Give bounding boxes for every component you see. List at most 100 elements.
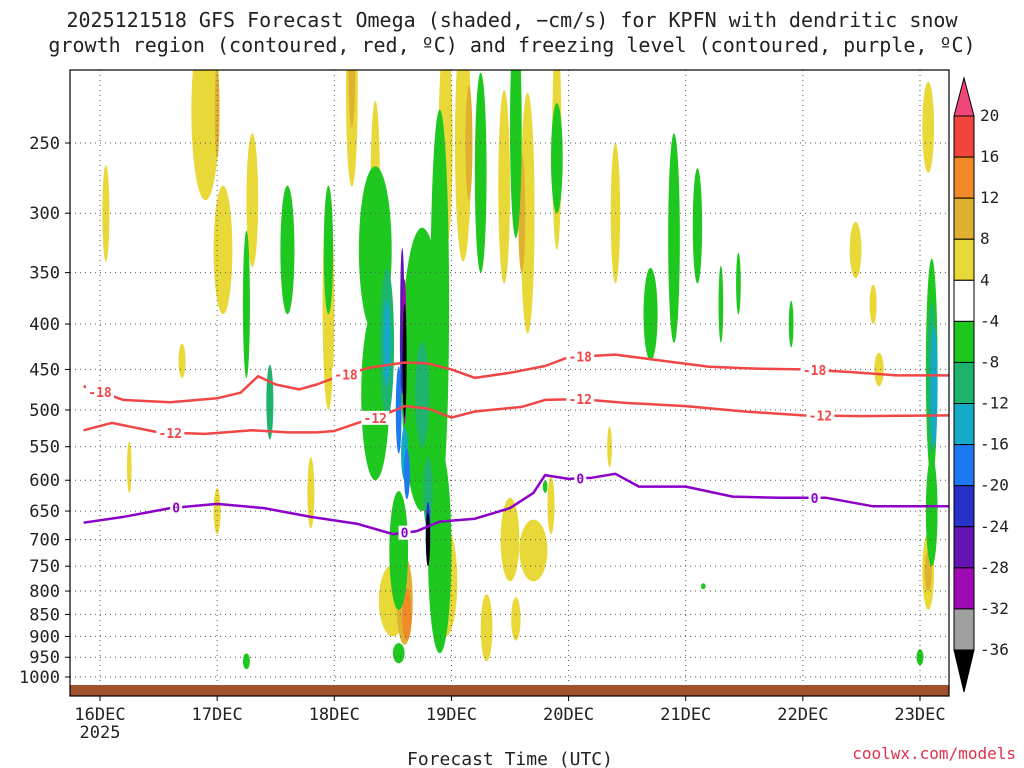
contour-label-bg — [808, 490, 821, 505]
colorbar-swatch — [953, 608, 975, 651]
omega-cell — [607, 426, 612, 468]
colorbar-swatch — [953, 238, 975, 281]
omega-cell — [480, 594, 493, 662]
y-tick-label: 700 — [29, 531, 60, 551]
colorbar-label: -4 — [980, 311, 999, 330]
omega-cell — [736, 252, 741, 315]
contour-label: 0 — [811, 492, 819, 507]
omega-cell — [718, 265, 724, 343]
omega-cell — [392, 643, 405, 664]
contour-label-bg — [332, 367, 360, 382]
contour-label-bg — [86, 384, 114, 399]
omega-cell — [922, 81, 935, 173]
y-tick-label: 900 — [29, 627, 60, 647]
omega-cell — [415, 341, 430, 447]
y-tick-label: 800 — [29, 582, 60, 602]
colorbar-label: 16 — [980, 147, 999, 166]
colorbar-swatch — [953, 320, 975, 363]
contour-label: 0 — [172, 502, 180, 517]
colorbar-swatch — [953, 485, 975, 528]
colorbar-top-arrow — [953, 76, 975, 117]
colorbar-label: -36 — [980, 640, 1009, 659]
omega-cell — [402, 303, 407, 418]
contour-label-bg — [398, 525, 411, 540]
contour-label: -18 — [569, 351, 593, 366]
colorbar-label: -8 — [980, 352, 999, 371]
colorbar-swatch — [953, 361, 975, 405]
omega-cell — [126, 441, 132, 493]
colorbar: 20 16 12 8 4 -4 -8 -12 -16 -20 -24 -28 -32 -36 — [953, 76, 1009, 693]
plot-frame — [69, 69, 950, 697]
omega-cell — [510, 70, 522, 239]
omega-cell — [191, 70, 220, 201]
omega-cell — [346, 70, 358, 187]
y-tick-label: 500 — [29, 401, 60, 421]
contour-label: -12 — [809, 410, 832, 425]
omega-cell — [213, 488, 221, 535]
x-tick-label: 17DEC — [192, 705, 243, 725]
omega-cell — [700, 583, 706, 590]
omega-cell — [395, 366, 402, 454]
colorbar-label: -20 — [980, 476, 1009, 495]
omega-cell — [266, 364, 274, 440]
omega-cell — [668, 133, 680, 343]
omega-cell — [930, 325, 938, 447]
contour-label: 0 — [401, 527, 409, 542]
omega-cell — [428, 447, 452, 654]
omega-cell — [511, 597, 521, 641]
omega-cell — [430, 109, 450, 500]
omega-cell — [242, 230, 250, 378]
colorbar-swatch — [953, 197, 975, 240]
x-tick-label: 18DEC — [309, 705, 360, 725]
credit-link[interactable]: coolwx.com/models — [852, 744, 1016, 763]
x-axis-label: Forecast Time (UTC) — [407, 749, 613, 768]
omega-cell — [348, 70, 356, 128]
x-tick-label: 21DEC — [660, 705, 711, 725]
y-tick-label: 450 — [29, 360, 60, 380]
omega-cell — [402, 588, 412, 641]
colorbar-swatch — [953, 567, 975, 610]
omega-cell — [542, 480, 548, 493]
colorbar-swatch — [953, 444, 975, 487]
omega-cell — [788, 300, 794, 348]
omega-cell — [874, 352, 884, 387]
omega-cell — [869, 284, 877, 325]
y-tick-label: 750 — [29, 557, 60, 577]
omega-cell — [214, 70, 220, 159]
x-year-label: 2025 — [80, 723, 121, 743]
contour-label-bg — [170, 500, 183, 515]
contour-0 — [83, 472, 949, 536]
omega-shading — [102, 70, 938, 670]
contour--12 — [83, 397, 949, 436]
y-tick-label: 1000 — [19, 668, 60, 688]
contour-label-bg — [574, 471, 587, 486]
contour-label: 0 — [576, 472, 584, 487]
omega-cell — [692, 168, 703, 284]
x-tick-label: 19DEC — [426, 705, 477, 725]
omega-cell — [474, 72, 487, 273]
omega-cell — [426, 513, 430, 567]
x-tick-label: 22DEC — [777, 705, 828, 725]
y-axis: 2503003504004505005506006507007508008509… — [19, 134, 70, 688]
colorbar-label: -16 — [980, 435, 1009, 454]
omega-cell — [178, 343, 186, 378]
omega-cell — [465, 85, 473, 201]
colorbar-swatch — [953, 403, 975, 446]
contour-label-bg — [566, 349, 595, 364]
omega-cell — [403, 448, 410, 500]
colorbar-label: -28 — [980, 558, 1009, 577]
omega-cell — [307, 457, 315, 529]
omega-cell — [498, 89, 510, 284]
contour-label-bg — [361, 410, 390, 425]
colorbar-label: 8 — [980, 229, 990, 248]
y-tick-label: 850 — [29, 605, 60, 625]
x-tick-label: 23DEC — [894, 705, 945, 725]
y-tick-label: 950 — [29, 648, 60, 668]
contour-label-bg — [156, 425, 185, 440]
omega-cell — [547, 476, 555, 535]
chart-title-line2: growth region (contoured, red, ºC) and f… — [48, 33, 976, 57]
contour-label: -18 — [88, 386, 112, 401]
omega-cell — [643, 267, 658, 361]
colorbar-label: 4 — [980, 270, 990, 289]
